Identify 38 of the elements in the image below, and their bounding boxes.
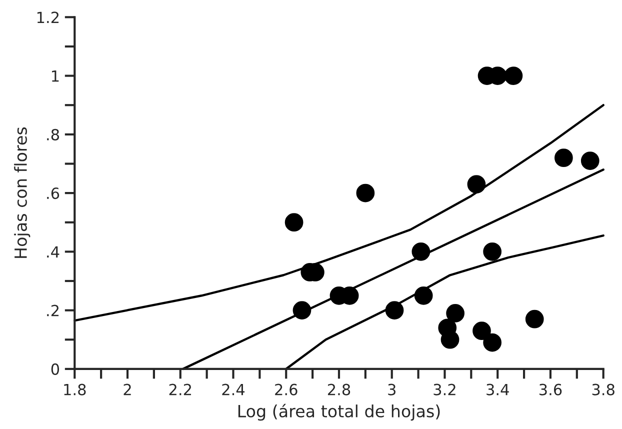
point <box>483 333 502 352</box>
x-tick-label: 3.2 <box>434 384 456 396</box>
point <box>446 304 464 322</box>
point <box>292 301 312 320</box>
x-tick-label: 3 <box>388 384 396 396</box>
point <box>554 148 573 168</box>
y-tick-label: 1.2 <box>37 12 59 23</box>
y-tick-label: .6 <box>47 188 60 200</box>
x-tick-label: 3.6 <box>539 384 562 396</box>
point <box>414 286 433 305</box>
point <box>580 152 600 170</box>
y-tick-label: .4 <box>47 246 60 258</box>
point <box>440 330 460 349</box>
x-tick-label: 2.4 <box>222 384 245 396</box>
x-tick-label: 2.2 <box>169 384 191 396</box>
x-axis-title: Log (área total de hojas) <box>238 404 440 421</box>
y-tick-label: 1 <box>52 70 59 82</box>
y-axis-title: Hojas con flores <box>14 127 30 258</box>
x-tick-label: 2 <box>124 384 131 396</box>
y-tick-label: .2 <box>47 304 59 316</box>
point <box>483 242 502 261</box>
line-series <box>74 104 604 322</box>
point <box>284 213 304 232</box>
point <box>412 242 430 261</box>
point <box>504 66 523 85</box>
point <box>385 301 404 320</box>
x-tick-label: 3.4 <box>486 384 509 396</box>
x-tick-label: 2.6 <box>275 384 298 396</box>
point <box>356 184 375 202</box>
y-tick-label: 0 <box>51 363 60 375</box>
x-tick-label: 2.8 <box>328 384 350 396</box>
y-tick-label: .8 <box>47 128 60 140</box>
line-series <box>285 234 604 370</box>
x-tick-label: 3.8 <box>592 384 614 396</box>
x-tick-label: 1.8 <box>64 384 86 396</box>
point <box>472 322 491 340</box>
point <box>525 310 544 328</box>
point <box>467 175 486 194</box>
